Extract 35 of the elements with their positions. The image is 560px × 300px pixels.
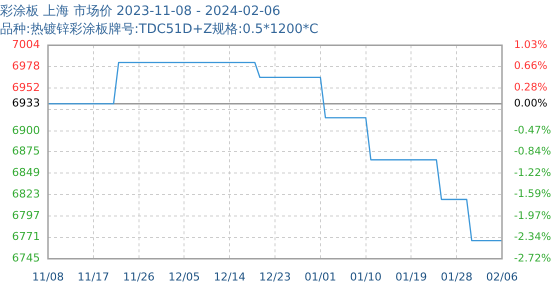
y2-tick-label: -2.34% [514, 230, 552, 243]
y-tick-label: 6900 [12, 124, 40, 137]
y2-tick-label: -1.59% [514, 188, 552, 200]
x-tick-label: 02/06 [486, 270, 518, 284]
y2-tick-label: -2.72% [514, 252, 552, 265]
chart-title: 彩涂板 上海 市场价 2023-11-08 - 2024-02-06 [0, 4, 280, 20]
y2-tick-label: 1.03% [514, 38, 548, 51]
y-tick-label: 6797 [12, 208, 40, 222]
y-tick-label: 6823 [12, 187, 40, 200]
x-tick-label: 01/19 [395, 270, 428, 284]
y-tick-label: 6745 [12, 252, 40, 265]
y2-tick-label: 0.00% [514, 98, 548, 110]
y2-tick-label: -1.22% [514, 167, 552, 180]
x-tick-label: 11/08 [32, 270, 64, 284]
y2-tick-label: -0.47% [514, 124, 552, 136]
x-tick-label: 12/23 [259, 270, 291, 284]
chart-subtitle: 品种:热镀锌彩涂板牌号:TDC51D+Z规格:0.5*1200*C [0, 22, 318, 37]
y-tick-label: 6771 [12, 230, 40, 244]
y-tick-label: 6952 [12, 80, 40, 94]
y2-tick-label: 0.28% [514, 82, 548, 94]
x-tick-label: 01/10 [350, 270, 382, 284]
y-tick-label: 6933 [12, 96, 40, 110]
x-tick-label: 11/26 [122, 270, 155, 284]
x-tick-label: 11/17 [78, 270, 110, 284]
y-tick-label: 6875 [12, 144, 40, 158]
y2-tick-label: 0.66% [514, 60, 548, 72]
x-tick-label: 12/05 [168, 270, 200, 284]
y-tick-label: 7004 [12, 38, 40, 52]
x-tick-label: 12/14 [214, 270, 246, 284]
x-tick-label: 01/01 [304, 270, 336, 284]
x-tick-label: 01/28 [440, 270, 472, 284]
y-tick-label: 6849 [12, 166, 40, 179]
y2-tick-label: -1.97% [514, 210, 552, 222]
y2-tick-label: -0.84% [514, 145, 552, 158]
y-tick-label: 6978 [12, 60, 40, 72]
